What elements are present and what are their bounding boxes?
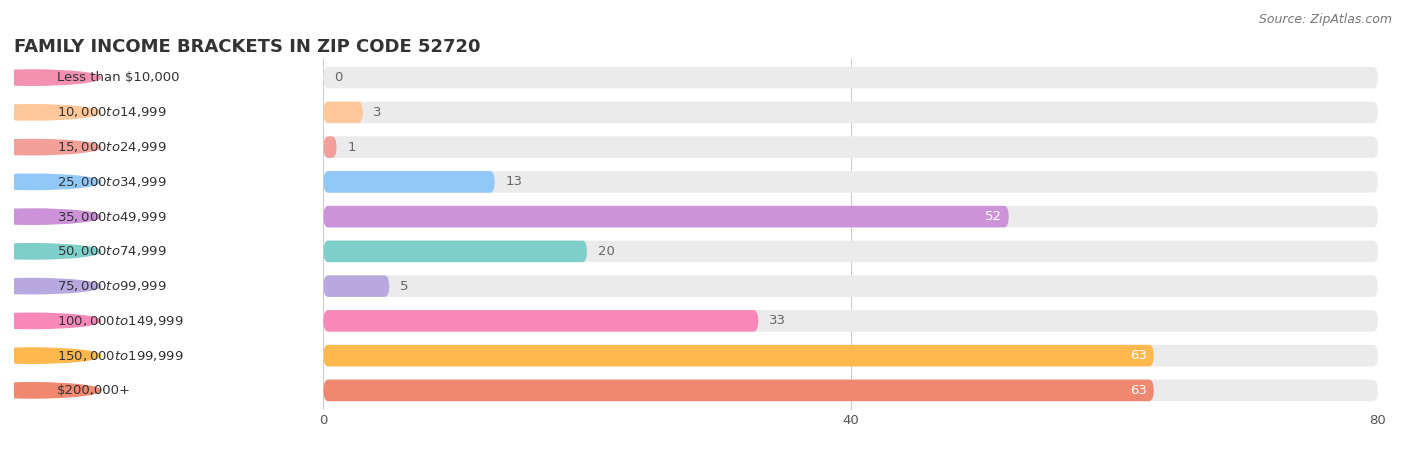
Circle shape [0,140,101,155]
Text: 3: 3 [374,106,382,119]
FancyBboxPatch shape [323,241,1378,262]
Circle shape [0,174,101,189]
Circle shape [0,105,101,120]
FancyBboxPatch shape [323,206,1378,227]
FancyBboxPatch shape [323,171,1378,193]
Text: FAMILY INCOME BRACKETS IN ZIP CODE 52720: FAMILY INCOME BRACKETS IN ZIP CODE 52720 [14,38,481,56]
Circle shape [0,244,101,259]
Text: 33: 33 [769,315,786,328]
FancyBboxPatch shape [323,241,588,262]
Text: Less than $10,000: Less than $10,000 [58,71,180,84]
Circle shape [0,313,101,328]
FancyBboxPatch shape [323,136,1378,158]
FancyBboxPatch shape [323,102,363,123]
FancyBboxPatch shape [323,275,1378,297]
Text: 13: 13 [505,176,522,189]
FancyBboxPatch shape [323,275,389,297]
FancyBboxPatch shape [323,310,758,332]
Circle shape [0,209,101,224]
Text: $100,000 to $149,999: $100,000 to $149,999 [58,314,184,328]
Text: 63: 63 [1130,384,1147,397]
Circle shape [0,383,101,398]
Text: $150,000 to $199,999: $150,000 to $199,999 [58,349,184,363]
Circle shape [0,70,101,85]
FancyBboxPatch shape [323,206,1010,227]
Text: $35,000 to $49,999: $35,000 to $49,999 [58,210,167,224]
Text: 52: 52 [986,210,1002,223]
FancyBboxPatch shape [323,310,1378,332]
Text: 0: 0 [335,71,342,84]
Text: 20: 20 [598,245,614,258]
FancyBboxPatch shape [323,380,1378,401]
FancyBboxPatch shape [323,345,1378,366]
Text: $50,000 to $74,999: $50,000 to $74,999 [58,244,167,258]
Text: 1: 1 [347,140,356,153]
Text: $10,000 to $14,999: $10,000 to $14,999 [58,105,167,119]
Text: Source: ZipAtlas.com: Source: ZipAtlas.com [1258,14,1392,27]
Circle shape [0,279,101,294]
Text: $200,000+: $200,000+ [58,384,131,397]
Text: $75,000 to $99,999: $75,000 to $99,999 [58,279,167,293]
Circle shape [0,348,101,363]
FancyBboxPatch shape [323,136,336,158]
FancyBboxPatch shape [323,345,1154,366]
Text: $25,000 to $34,999: $25,000 to $34,999 [58,175,167,189]
Text: 5: 5 [399,279,408,292]
FancyBboxPatch shape [323,380,1154,401]
FancyBboxPatch shape [323,102,1378,123]
Text: 63: 63 [1130,349,1147,362]
FancyBboxPatch shape [323,171,495,193]
Text: $15,000 to $24,999: $15,000 to $24,999 [58,140,167,154]
FancyBboxPatch shape [323,67,1378,88]
